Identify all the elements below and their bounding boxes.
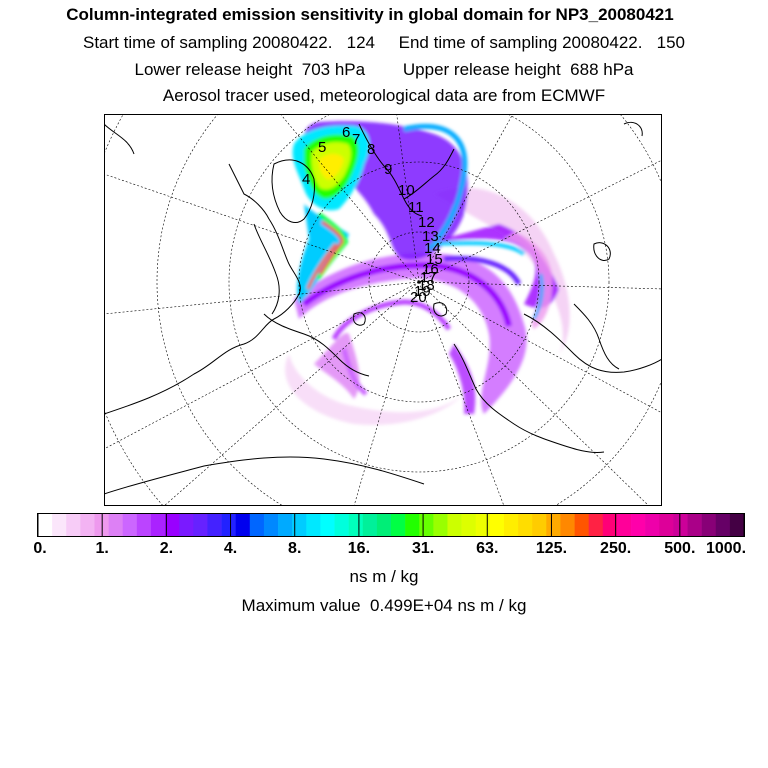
colorbar-segment <box>673 514 688 536</box>
meridians <box>104 114 662 506</box>
track-label: 19 <box>414 283 431 300</box>
colorbar-tick-label: 125. <box>535 540 568 557</box>
track-label: 10 <box>398 182 415 199</box>
track-label: 9 <box>384 161 392 178</box>
colorbar-segment <box>659 514 674 536</box>
colorbar-tick-label: 16. <box>347 540 371 557</box>
plot-title: Column-integrated emission sensitivity i… <box>66 5 674 24</box>
colorbar-segment <box>38 514 53 536</box>
track-label: 7 <box>352 131 360 148</box>
colorbar-segment <box>433 514 448 536</box>
colorbar-segment <box>489 514 505 536</box>
colorbar-tick-label: 1000. <box>705 540 747 557</box>
colorbar-segment <box>80 514 95 536</box>
colorbar-tick-label: 1. <box>95 540 109 557</box>
colorbar-segment <box>391 514 406 536</box>
colorbar-segment <box>518 514 533 536</box>
colorbar-segment <box>165 514 180 536</box>
track-label: 4 <box>302 171 310 188</box>
colorbar-segment <box>306 514 321 536</box>
colorbar-segment <box>320 514 335 536</box>
colorbar <box>37 513 745 537</box>
track-label: 12 <box>418 214 435 231</box>
colorbar-segment <box>546 514 561 536</box>
colorbar-segment <box>447 514 462 536</box>
colorbar-segment <box>475 514 491 536</box>
colorbar-segment <box>150 514 166 536</box>
colorbar-segment <box>376 514 392 536</box>
track-label: 18 <box>418 277 435 294</box>
track-label: 20 <box>410 289 427 306</box>
colorbar-segment <box>503 514 519 536</box>
colorbar-segment <box>602 514 618 536</box>
colorbar-segment <box>574 514 589 536</box>
colorbar-segment <box>405 514 420 536</box>
colorbar-segment <box>334 514 349 536</box>
colorbar-segment <box>179 514 194 536</box>
colorbar-segment <box>729 514 745 536</box>
colorbar-segment <box>616 514 632 536</box>
colorbar-segment <box>461 514 477 536</box>
colorbar-tick-label: 31. <box>411 540 435 557</box>
colorbar-segment <box>136 514 152 536</box>
maximum-value: Maximum value 0.499E+04 ns m / kg <box>241 596 527 615</box>
colorbar-segment <box>701 514 717 536</box>
track-label: 16 <box>422 261 439 278</box>
colorbar-segment <box>263 514 279 536</box>
track-label: 6 <box>342 124 350 141</box>
colorbar-segment <box>52 514 67 536</box>
colorbar-segment <box>292 514 307 536</box>
sensitivity-plume <box>285 121 570 425</box>
track-label: 8 <box>367 141 375 158</box>
colorbar-segment <box>419 514 434 536</box>
release-height-line: Lower release height 703 hPa Upper relea… <box>134 60 634 79</box>
colorbar-segment <box>362 514 378 536</box>
coastlines <box>104 121 662 495</box>
colorbar-segment <box>193 514 208 536</box>
track-label: 17 <box>420 269 437 286</box>
colorbar-segment <box>631 514 646 536</box>
colorbar-segment <box>348 514 364 536</box>
trajectory-labels: 4 5 6 7 8 9 10 11 12 13 14 15 16 17 18 1… <box>302 124 443 306</box>
colorbar-segment <box>66 514 81 536</box>
colorbar-tick-label: 0. <box>33 540 47 557</box>
colorbar-segment <box>715 514 731 536</box>
colorbar-segment <box>687 514 702 536</box>
track-label: 15 <box>426 251 443 268</box>
colorbar-tick-label: 500. <box>664 540 696 557</box>
colorbar-tick-label: 2. <box>159 540 174 557</box>
track-label: 14 <box>424 240 441 257</box>
colorbar-units: ns m / kg <box>349 567 419 586</box>
track-label: 13 <box>422 228 439 245</box>
colorbar-segment <box>108 514 124 536</box>
track-label: 5 <box>318 139 326 156</box>
colorbar-frame <box>37 513 745 537</box>
colorbar-segment <box>645 514 660 536</box>
colorbar-tick-label: 63. <box>476 540 499 557</box>
colorbar-tick-label: 8. <box>288 540 302 557</box>
colorbar-tick-label: 4. <box>223 540 238 557</box>
colorbar-segment <box>588 514 604 536</box>
colorbar-segment <box>207 514 222 536</box>
colorbar-segment <box>560 514 575 536</box>
colorbar-segment <box>221 514 236 536</box>
sampling-time-line: Start time of sampling 20080422. 124 End… <box>83 33 685 52</box>
emission-sensitivity-map: 4 5 6 7 8 9 10 11 12 13 14 15 16 17 18 1… <box>104 114 662 506</box>
track-label: 11 <box>408 199 424 216</box>
colorbar-segment <box>249 514 265 536</box>
colorbar-segment <box>532 514 547 536</box>
colorbar-tick-label: 250. <box>600 540 632 557</box>
colorbar-segment <box>122 514 138 536</box>
colorbar-segment <box>235 514 251 536</box>
map-frame <box>104 114 662 506</box>
colorbar-segment <box>278 514 293 536</box>
tracer-info-line: Aerosol tracer used, meteorological data… <box>162 86 606 105</box>
